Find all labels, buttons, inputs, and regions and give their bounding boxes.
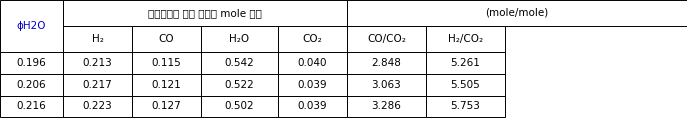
Bar	[347, 74, 426, 96]
Text: H₂O: H₂O	[229, 34, 249, 44]
Bar	[278, 52, 347, 74]
Text: 3.063: 3.063	[372, 80, 401, 90]
Bar	[426, 52, 505, 74]
Text: H₂/CO₂: H₂/CO₂	[448, 34, 483, 44]
Bar	[132, 96, 201, 117]
Text: 0.040: 0.040	[298, 58, 327, 68]
Bar	[278, 74, 347, 96]
Text: 5.753: 5.753	[451, 101, 480, 112]
Bar	[63, 52, 132, 74]
Bar	[63, 0, 347, 26]
Bar	[201, 26, 278, 52]
Text: 2.848: 2.848	[372, 58, 401, 68]
Bar	[0, 0, 63, 52]
Text: 0.216: 0.216	[16, 101, 47, 112]
Text: 0.127: 0.127	[151, 101, 181, 112]
Text: (mole/mole): (mole/mole)	[485, 8, 549, 18]
Text: 0.217: 0.217	[82, 80, 113, 90]
Text: 0.039: 0.039	[297, 80, 328, 90]
Text: CO₂: CO₂	[303, 34, 322, 44]
Text: 0.121: 0.121	[151, 80, 181, 90]
Text: 0.039: 0.039	[297, 101, 328, 112]
Bar	[201, 74, 278, 96]
Text: 0.196: 0.196	[16, 58, 47, 68]
Bar	[278, 96, 347, 117]
Bar	[426, 74, 505, 96]
Text: ϕH2O: ϕH2O	[17, 21, 46, 31]
Text: H₂: H₂	[91, 34, 104, 44]
Bar	[426, 26, 505, 52]
Text: CO/CO₂: CO/CO₂	[367, 34, 406, 44]
Bar	[278, 26, 347, 52]
Bar	[63, 74, 132, 96]
Bar	[132, 26, 201, 52]
Bar	[0, 52, 63, 74]
Bar	[347, 26, 426, 52]
Text: 0.542: 0.542	[225, 58, 254, 68]
Bar	[347, 52, 426, 74]
Text: 수증기개질 반응 생성물 mole 농도: 수증기개질 반응 생성물 mole 농도	[148, 8, 262, 18]
Bar	[0, 74, 63, 96]
Text: 0.522: 0.522	[225, 80, 254, 90]
Text: 0.502: 0.502	[225, 101, 254, 112]
Bar	[347, 0, 687, 26]
Text: CO: CO	[159, 34, 174, 44]
Bar	[63, 26, 132, 52]
Bar	[201, 96, 278, 117]
Bar	[426, 96, 505, 117]
Bar	[132, 74, 201, 96]
Text: 3.286: 3.286	[372, 101, 401, 112]
Bar	[347, 96, 426, 117]
Text: 0.115: 0.115	[151, 58, 181, 68]
Bar	[0, 96, 63, 117]
Text: 0.213: 0.213	[82, 58, 113, 68]
Text: 0.206: 0.206	[16, 80, 47, 90]
Bar	[132, 52, 201, 74]
Text: 5.261: 5.261	[451, 58, 480, 68]
Bar	[63, 96, 132, 117]
Text: 5.505: 5.505	[451, 80, 480, 90]
Text: 0.223: 0.223	[82, 101, 113, 112]
Bar	[201, 52, 278, 74]
